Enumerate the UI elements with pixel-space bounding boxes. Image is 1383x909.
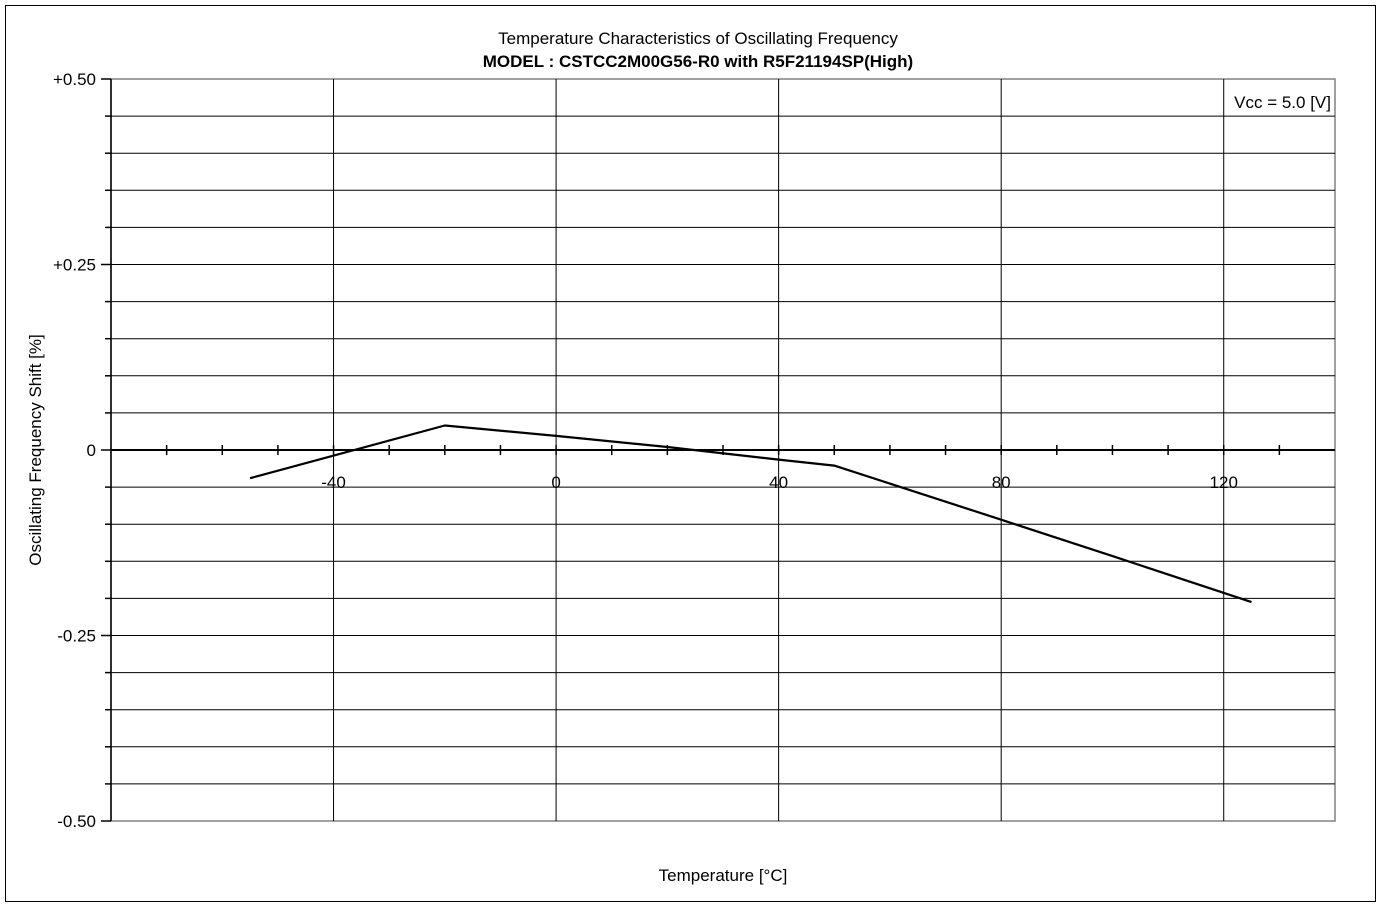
plot-area: +0.50 +0.25 0 -0.25 -0.50 -40 0 40 80 120 xyxy=(53,70,1336,831)
y-tick-label: +0.25 xyxy=(53,256,96,275)
vcc-annotation: Vcc = 5.0 [V] xyxy=(1234,93,1331,112)
chart: Temperature Characteristics of Oscillati… xyxy=(26,29,1336,885)
data-series-line xyxy=(249,424,1252,604)
y-tick-label: -0.50 xyxy=(57,812,96,831)
x-tick-label: 120 xyxy=(1210,473,1238,492)
y-tick-label: -0.25 xyxy=(57,627,96,646)
x-tick-label: 0 xyxy=(551,473,560,492)
y-tick-label: +0.50 xyxy=(53,70,96,89)
y-tick-label: 0 xyxy=(87,441,96,460)
chart-frame: Temperature Characteristics of Oscillati… xyxy=(5,5,1376,902)
y-axis-label: Oscillating Frequency Shift [%] xyxy=(26,334,45,565)
x-tick-label: 80 xyxy=(992,473,1011,492)
chart-title: Temperature Characteristics of Oscillati… xyxy=(498,29,898,48)
x-axis-label: Temperature [°C] xyxy=(659,866,788,885)
x-tick-label: 40 xyxy=(769,473,788,492)
x-tick-label: -40 xyxy=(321,473,346,492)
chart-subtitle: MODEL : CSTCC2M00G56-R0 with R5F21194SP(… xyxy=(483,52,913,71)
